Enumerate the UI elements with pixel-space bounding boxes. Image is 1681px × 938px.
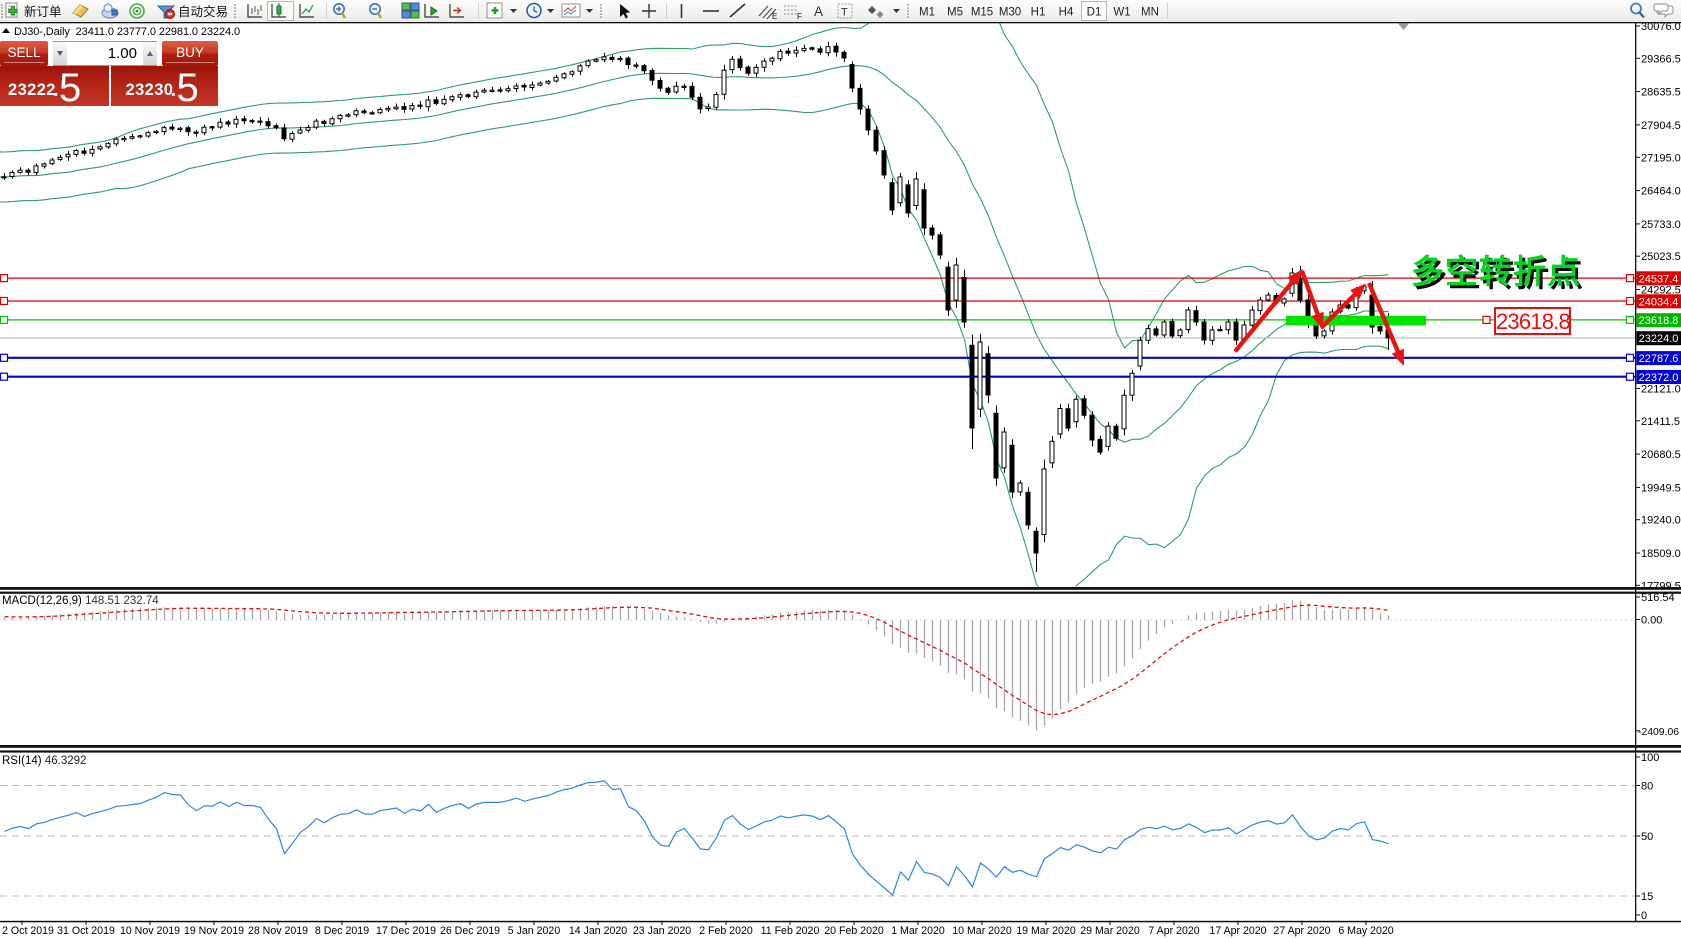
svg-text:M30: M30	[999, 7, 1021, 19]
svg-text:A: A	[814, 4, 823, 19]
svg-text:29 Mar 2020: 29 Mar 2020	[1080, 925, 1140, 937]
svg-text:6 May 2020: 6 May 2020	[1338, 925, 1393, 937]
svg-text:E: E	[772, 12, 777, 21]
svg-text:MACD(12,26,9) 148.51 232.74: MACD(12,26,9) 148.51 232.74	[2, 595, 159, 607]
svg-text:0.00: 0.00	[1641, 615, 1662, 627]
svg-text:MN: MN	[1141, 7, 1159, 19]
svg-text:15: 15	[1641, 891, 1653, 903]
svg-text:19949.5: 19949.5	[1641, 482, 1681, 494]
svg-text:D1: D1	[1087, 7, 1102, 19]
svg-text:17799.5: 17799.5	[1641, 580, 1681, 592]
svg-text:21411.5: 21411.5	[1641, 416, 1680, 428]
svg-text:F: F	[797, 12, 802, 21]
svg-text:1 Mar 2020: 1 Mar 2020	[891, 925, 945, 937]
svg-text:10 Nov 2019: 10 Nov 2019	[120, 925, 180, 937]
svg-text:24292.5: 24292.5	[1641, 285, 1681, 297]
svg-text:100: 100	[1641, 752, 1659, 764]
svg-text:28 Nov 2019: 28 Nov 2019	[248, 925, 308, 937]
svg-text:24537.4: 24537.4	[1639, 273, 1679, 285]
svg-text:24034.4: 24034.4	[1639, 296, 1679, 308]
svg-text:5 Jan 2020: 5 Jan 2020	[508, 925, 561, 937]
svg-text:50: 50	[1641, 831, 1653, 843]
svg-text:自动交易: 自动交易	[178, 4, 228, 19]
svg-text:23618.8: 23618.8	[1639, 315, 1679, 327]
svg-text:22121.0: 22121.0	[1641, 383, 1681, 395]
svg-text:T: T	[841, 7, 848, 19]
svg-text:7 Apr 2020: 7 Apr 2020	[1148, 925, 1199, 937]
svg-text:25023.5: 25023.5	[1641, 251, 1681, 263]
svg-text:M5: M5	[947, 7, 963, 19]
svg-text:19 Mar 2020: 19 Mar 2020	[1016, 925, 1076, 937]
svg-text:11 Feb 2020: 11 Feb 2020	[761, 925, 820, 937]
svg-text:29366.5: 29366.5	[1641, 53, 1681, 65]
svg-text:22787.6: 22787.6	[1639, 353, 1679, 365]
svg-text:27904.5: 27904.5	[1641, 120, 1681, 132]
svg-text:17 Dec 2019: 17 Dec 2019	[376, 925, 436, 937]
svg-text:20680.5: 20680.5	[1641, 449, 1681, 461]
svg-text:20 Feb 2020: 20 Feb 2020	[824, 925, 884, 937]
svg-text:23224.0: 23224.0	[1639, 333, 1679, 345]
svg-text:23 Jan 2020: 23 Jan 2020	[633, 925, 691, 937]
svg-text:19 Nov 2019: 19 Nov 2019	[184, 925, 244, 937]
svg-text:M1: M1	[919, 7, 935, 19]
svg-text:H1: H1	[1031, 7, 1046, 19]
svg-text:H4: H4	[1059, 7, 1074, 19]
svg-text:25733.0: 25733.0	[1641, 219, 1681, 231]
svg-text:31 Oct 2019: 31 Oct 2019	[57, 925, 115, 937]
svg-text:30076.0: 30076.0	[1641, 21, 1681, 33]
svg-text:2 Feb 2020: 2 Feb 2020	[699, 925, 753, 937]
svg-text:26464.0: 26464.0	[1641, 186, 1681, 198]
svg-text:2 Oct 2019: 2 Oct 2019	[2, 925, 54, 937]
svg-text:10 Mar 2020: 10 Mar 2020	[952, 925, 1012, 937]
svg-text:8 Dec 2019: 8 Dec 2019	[315, 925, 369, 937]
svg-text:新订单: 新订单	[24, 4, 62, 19]
svg-text:-2409.06: -2409.06	[1638, 727, 1679, 738]
svg-text:19240.0: 19240.0	[1641, 515, 1681, 527]
svg-text:27195.0: 27195.0	[1641, 152, 1681, 164]
svg-text:27 Apr 2020: 27 Apr 2020	[1273, 925, 1330, 937]
svg-text:28635.5: 28635.5	[1641, 87, 1681, 99]
svg-text:516.54: 516.54	[1641, 592, 1675, 604]
svg-text:W1: W1	[1113, 7, 1130, 19]
svg-text:26 Dec 2019: 26 Dec 2019	[440, 925, 500, 937]
svg-text:0: 0	[1641, 910, 1647, 922]
svg-text:22372.0: 22372.0	[1639, 372, 1679, 384]
svg-text:M15: M15	[971, 7, 993, 19]
svg-text:14 Jan 2020: 14 Jan 2020	[569, 925, 627, 937]
svg-text:80: 80	[1641, 781, 1653, 793]
svg-text:RSI(14) 46.3292: RSI(14) 46.3292	[2, 755, 86, 767]
svg-text:17 Apr 2020: 17 Apr 2020	[1209, 925, 1266, 937]
svg-text:18509.0: 18509.0	[1641, 548, 1681, 560]
